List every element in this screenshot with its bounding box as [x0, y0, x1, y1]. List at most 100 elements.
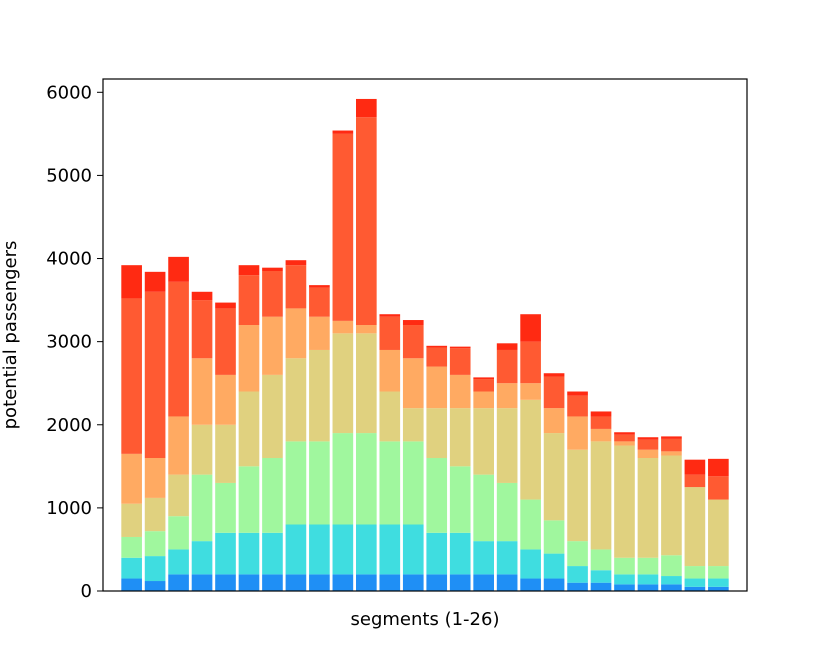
- bar-segment: [543, 433, 565, 521]
- bar-segment: [496, 343, 518, 350]
- bar-segment: [684, 474, 706, 488]
- bar-segment: [168, 474, 189, 517]
- bar-segment: [262, 271, 283, 317]
- bar-segment: [285, 358, 307, 442]
- bar-segment: [614, 445, 635, 558]
- bar-segment: [402, 524, 424, 575]
- bar-segment: [684, 586, 706, 591]
- bar-segment: [121, 265, 142, 299]
- bar-segment: [191, 300, 213, 359]
- bar-segment: [684, 566, 706, 579]
- axes-frame: [102, 78, 748, 592]
- bar-segment: [637, 439, 659, 450]
- bar-segment: [567, 416, 588, 450]
- x-axis-label: segments (1-26): [351, 609, 500, 630]
- bar-segment: [496, 349, 518, 384]
- bar-segment: [590, 570, 612, 583]
- bar-segment: [332, 333, 354, 434]
- bar-segment: [614, 584, 635, 591]
- bar-segment: [238, 574, 260, 591]
- bar-segment: [520, 549, 541, 579]
- bar-segment: [309, 285, 330, 288]
- bar-segment: [684, 487, 706, 567]
- bar-segment: [637, 557, 659, 575]
- bar-segment: [496, 541, 518, 575]
- bar-segment: [356, 98, 377, 118]
- bar-segment: [121, 536, 142, 558]
- bar-segment: [708, 566, 729, 579]
- bar-segment: [614, 574, 635, 585]
- bar-segment: [426, 574, 448, 591]
- bar-segment: [309, 441, 330, 525]
- bar-segment: [520, 399, 541, 500]
- bar-segment: [449, 348, 471, 375]
- bar-segment: [309, 287, 330, 317]
- y-axis-label: potential passengers: [0, 241, 21, 430]
- bar-segment: [567, 395, 588, 417]
- bar-segment: [144, 581, 166, 591]
- bar-segment: [520, 341, 541, 384]
- bar-segment: [496, 482, 518, 542]
- bar-segment: [262, 574, 283, 591]
- bar-segment: [215, 302, 236, 309]
- bar-segment: [238, 466, 260, 533]
- bar-segment: [426, 366, 448, 409]
- bar-segment: [191, 358, 213, 425]
- bar-segment: [309, 524, 330, 575]
- bar-segment: [496, 574, 518, 591]
- bar-segment: [661, 555, 682, 577]
- bar-segment: [168, 281, 189, 417]
- y-tick-label: 3000: [46, 332, 92, 353]
- bar-segment: [426, 347, 448, 367]
- bar-segment: [356, 574, 377, 591]
- bar-segment: [262, 458, 283, 533]
- bar-segment: [661, 436, 682, 439]
- bar-segment: [543, 376, 565, 409]
- bar-segment: [168, 574, 189, 591]
- bar-segment: [379, 574, 401, 591]
- bar-segment: [520, 314, 541, 342]
- y-tick-label: 2000: [46, 415, 92, 436]
- bar-segment: [332, 133, 354, 321]
- bar-segment: [567, 391, 588, 396]
- bar-segment: [215, 374, 236, 425]
- bar-segment: [614, 434, 635, 442]
- bar-segment: [543, 578, 565, 591]
- bar-segment: [661, 455, 682, 556]
- bar-segment: [426, 345, 448, 348]
- plot-area: [121, 98, 729, 591]
- bar-segment: [332, 574, 354, 591]
- bar-segment: [121, 557, 142, 579]
- bar-segment: [473, 391, 494, 409]
- bar-segment: [637, 574, 659, 585]
- bar-segment: [543, 520, 565, 554]
- bar-segment: [144, 556, 166, 582]
- bar-segment: [684, 459, 706, 475]
- bar-segment: [121, 503, 142, 537]
- bar-segment: [708, 578, 729, 587]
- bar-segment: [144, 531, 166, 557]
- bar-segment: [238, 265, 260, 276]
- bar-segment: [496, 408, 518, 483]
- bar-segment: [379, 391, 401, 442]
- bar-segment: [590, 549, 612, 571]
- bar-segment: [191, 474, 213, 542]
- bar-segment: [590, 416, 612, 429]
- bar-segment: [684, 578, 706, 587]
- bar-segment: [238, 275, 260, 326]
- bar-segment: [356, 325, 377, 334]
- bar-segment: [285, 260, 307, 266]
- bar-segment: [144, 458, 166, 498]
- bar-segment: [708, 586, 729, 591]
- bar-segment: [661, 576, 682, 585]
- bar-segment: [590, 582, 612, 591]
- bar-segment: [426, 458, 448, 533]
- bar-segment: [449, 346, 471, 349]
- bar-segment: [567, 582, 588, 591]
- bar-segment: [449, 574, 471, 591]
- bar-segment: [520, 499, 541, 550]
- bar-segment: [215, 532, 236, 575]
- bar-segment: [543, 553, 565, 579]
- bar-segment: [567, 449, 588, 542]
- bar-segment: [191, 424, 213, 475]
